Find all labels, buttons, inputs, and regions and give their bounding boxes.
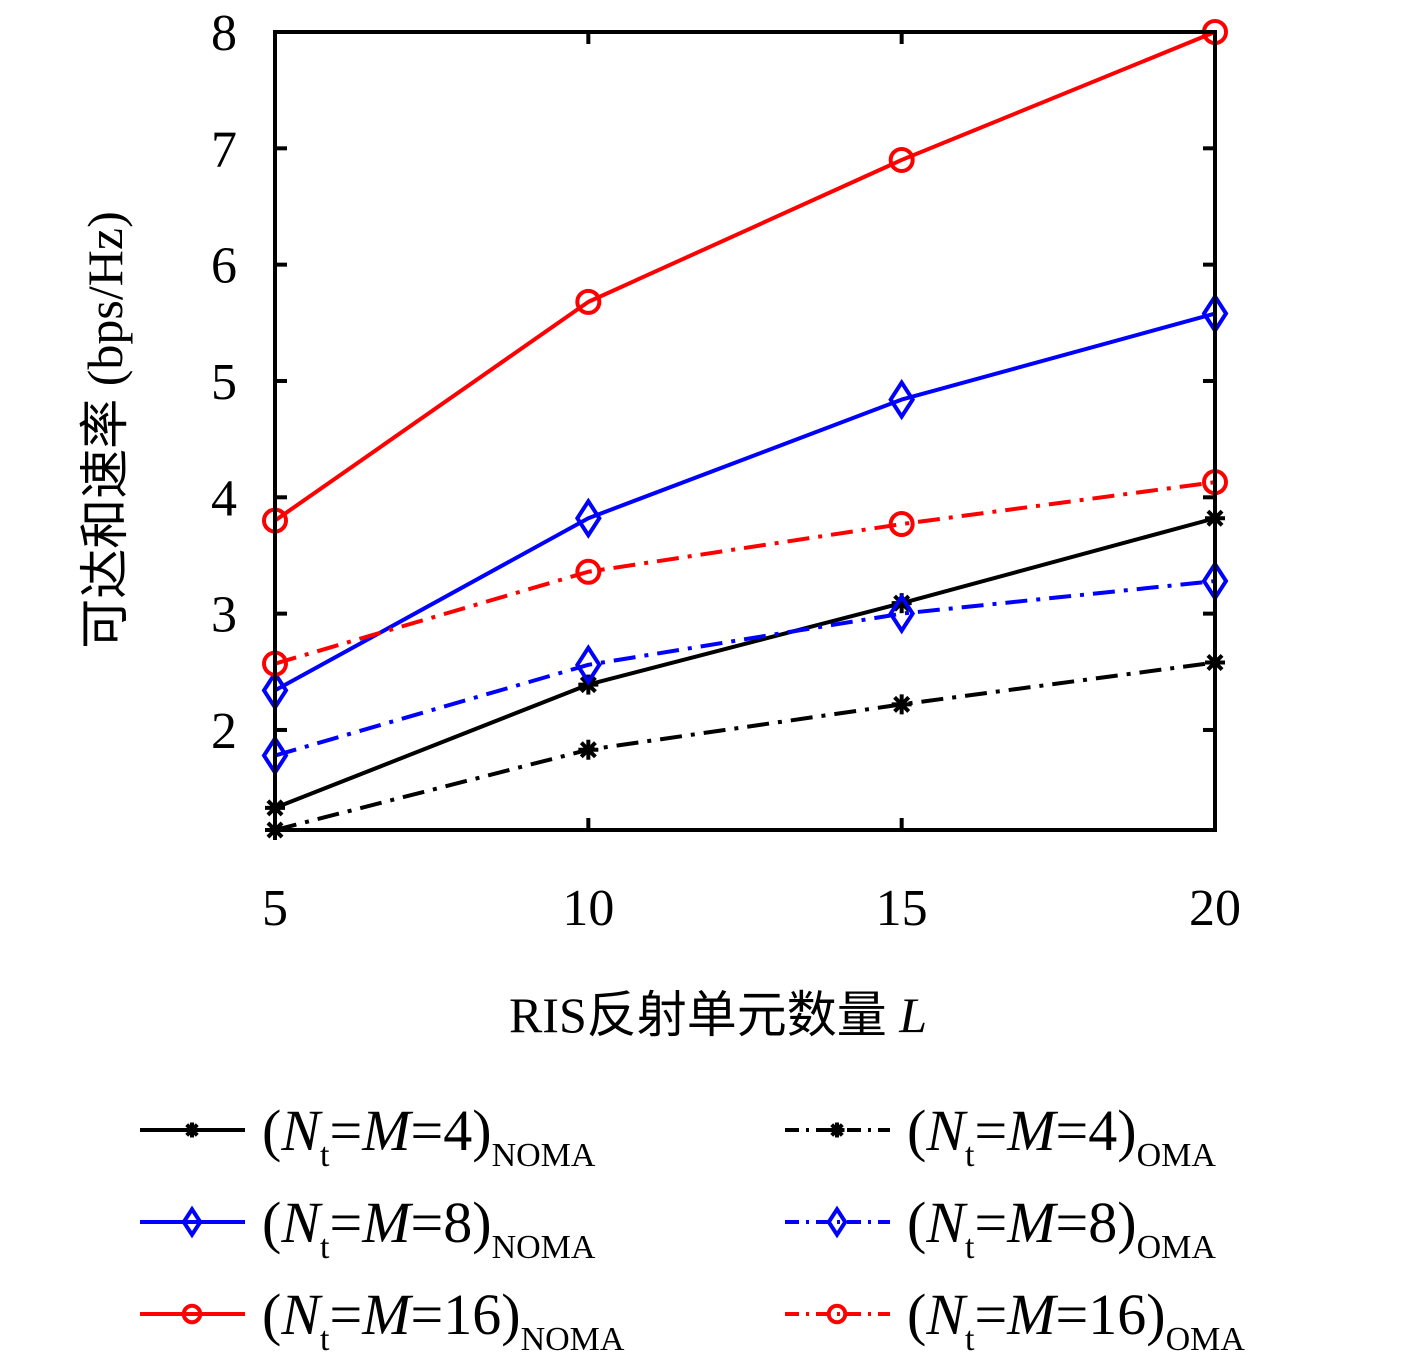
series-line: [274, 660, 1216, 832]
diamond-marker: [888, 378, 916, 421]
legend-item: (Nt=M=4)OMA: [785, 1098, 1216, 1174]
diamond-marker: [826, 1205, 848, 1239]
legend-item: (Nt=M=8)NOMA: [140, 1190, 596, 1266]
y-axis-title: 可达和速率 (bps/Hz): [77, 211, 133, 648]
diamond-marker: [574, 644, 602, 686]
y-tick-label: 4: [211, 470, 237, 527]
legend-label: (Nt=M=16)OMA: [907, 1282, 1245, 1358]
asterisk-stroke: [830, 1123, 844, 1137]
asterisk-stroke: [893, 594, 911, 612]
circle-marker: [181, 1303, 203, 1325]
circle-marker: [826, 1303, 848, 1325]
x-tick-label: 5: [262, 880, 288, 937]
series-line: [274, 579, 1216, 758]
legend-item: (Nt=M=16)OMA: [785, 1282, 1245, 1358]
y-tick-label: 7: [211, 121, 237, 178]
legend-item: (Nt=M=16)NOMA: [140, 1282, 625, 1358]
series--nt-m-8-oma: [261, 560, 1229, 777]
diamond-marker: [888, 592, 916, 635]
y-tick-label: 6: [211, 238, 237, 295]
circle-marker: [888, 146, 915, 173]
series-layer: [261, 19, 1229, 840]
legend-label: (Nt=M=8)NOMA: [262, 1190, 596, 1266]
legend-label: (Nt=M=16)NOMA: [262, 1282, 625, 1358]
asterisk-marker: [829, 1122, 845, 1138]
x-tick-label: 10: [562, 880, 614, 937]
axes-frame: [273, 30, 1217, 832]
series-line: [274, 311, 1216, 693]
series--nt-m-16-noma: [262, 19, 1228, 534]
series--nt-m-4-oma: [265, 652, 1225, 840]
asterisk-stroke: [185, 1123, 199, 1137]
circle-marker: [888, 511, 915, 538]
legend-item: (Nt=M=8)OMA: [785, 1190, 1216, 1266]
x-axis-title: RIS反射单元数量 L: [509, 987, 927, 1043]
asterisk-marker: [891, 694, 912, 715]
legend: (Nt=M=4)NOMA (Nt=M=8)NOMA (Nt=M=16)NOMA (Nt…: [140, 1098, 1245, 1358]
circle-marker: [575, 558, 602, 585]
y-tick-label: 5: [211, 354, 237, 411]
x-axis-title-text: RIS反射单元数量: [509, 987, 887, 1043]
circle-marker: [575, 288, 602, 315]
legend-item: (Nt=M=4)NOMA: [140, 1098, 596, 1174]
series-line: [274, 516, 1216, 810]
axes-box: [273, 30, 1217, 832]
x-tick-label: 15: [876, 880, 928, 937]
legend-label: (Nt=M=8)OMA: [907, 1190, 1216, 1266]
diamond-marker: [574, 497, 602, 539]
legend-label: (Nt=M=4)OMA: [907, 1098, 1216, 1174]
series--nt-m-4-noma: [265, 508, 1225, 818]
legend-label: (Nt=M=4)NOMA: [262, 1098, 596, 1174]
asterisk-stroke: [893, 695, 911, 713]
asterisk-marker: [184, 1122, 200, 1138]
ticks-layer: 2 3 4 5 6 7 8 5 10 15 20: [211, 5, 1241, 937]
series-line: [273, 30, 1216, 523]
y-tick-label: 8: [211, 5, 237, 62]
series-line: [274, 480, 1216, 666]
y-tick-label: 2: [211, 703, 237, 760]
x-axis-title-var: L: [898, 987, 927, 1043]
diamond-marker: [181, 1205, 203, 1239]
asterisk-stroke: [579, 741, 597, 759]
y-tick-label: 3: [211, 587, 237, 644]
asterisk-marker: [578, 739, 599, 760]
x-tick-label: 20: [1189, 880, 1241, 937]
